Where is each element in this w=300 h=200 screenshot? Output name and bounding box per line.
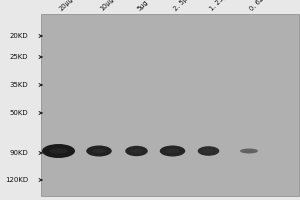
Bar xyxy=(40,14,298,196)
Ellipse shape xyxy=(240,148,258,154)
Ellipse shape xyxy=(160,146,185,156)
Ellipse shape xyxy=(166,149,179,153)
Text: 25KD: 25KD xyxy=(10,54,28,60)
Ellipse shape xyxy=(198,146,219,156)
Ellipse shape xyxy=(202,149,214,153)
Ellipse shape xyxy=(92,149,106,153)
Ellipse shape xyxy=(86,146,112,156)
Text: 5μg: 5μg xyxy=(136,0,150,12)
Text: 50KD: 50KD xyxy=(10,110,28,116)
Text: 20μg: 20μg xyxy=(58,0,75,12)
Text: 20KD: 20KD xyxy=(10,33,28,39)
Text: 35KD: 35KD xyxy=(10,82,28,88)
Text: 10μg: 10μg xyxy=(99,0,115,12)
Text: 0. 625μg: 0. 625μg xyxy=(249,0,274,12)
Text: 1. 25μg: 1. 25μg xyxy=(208,0,231,12)
Text: 2. 5μg: 2. 5μg xyxy=(172,0,192,12)
Ellipse shape xyxy=(244,150,254,152)
Text: 90KD: 90KD xyxy=(10,150,28,156)
Ellipse shape xyxy=(42,144,75,158)
Ellipse shape xyxy=(130,149,143,153)
Ellipse shape xyxy=(125,146,148,156)
Text: 120KD: 120KD xyxy=(5,177,28,183)
Ellipse shape xyxy=(50,148,68,154)
